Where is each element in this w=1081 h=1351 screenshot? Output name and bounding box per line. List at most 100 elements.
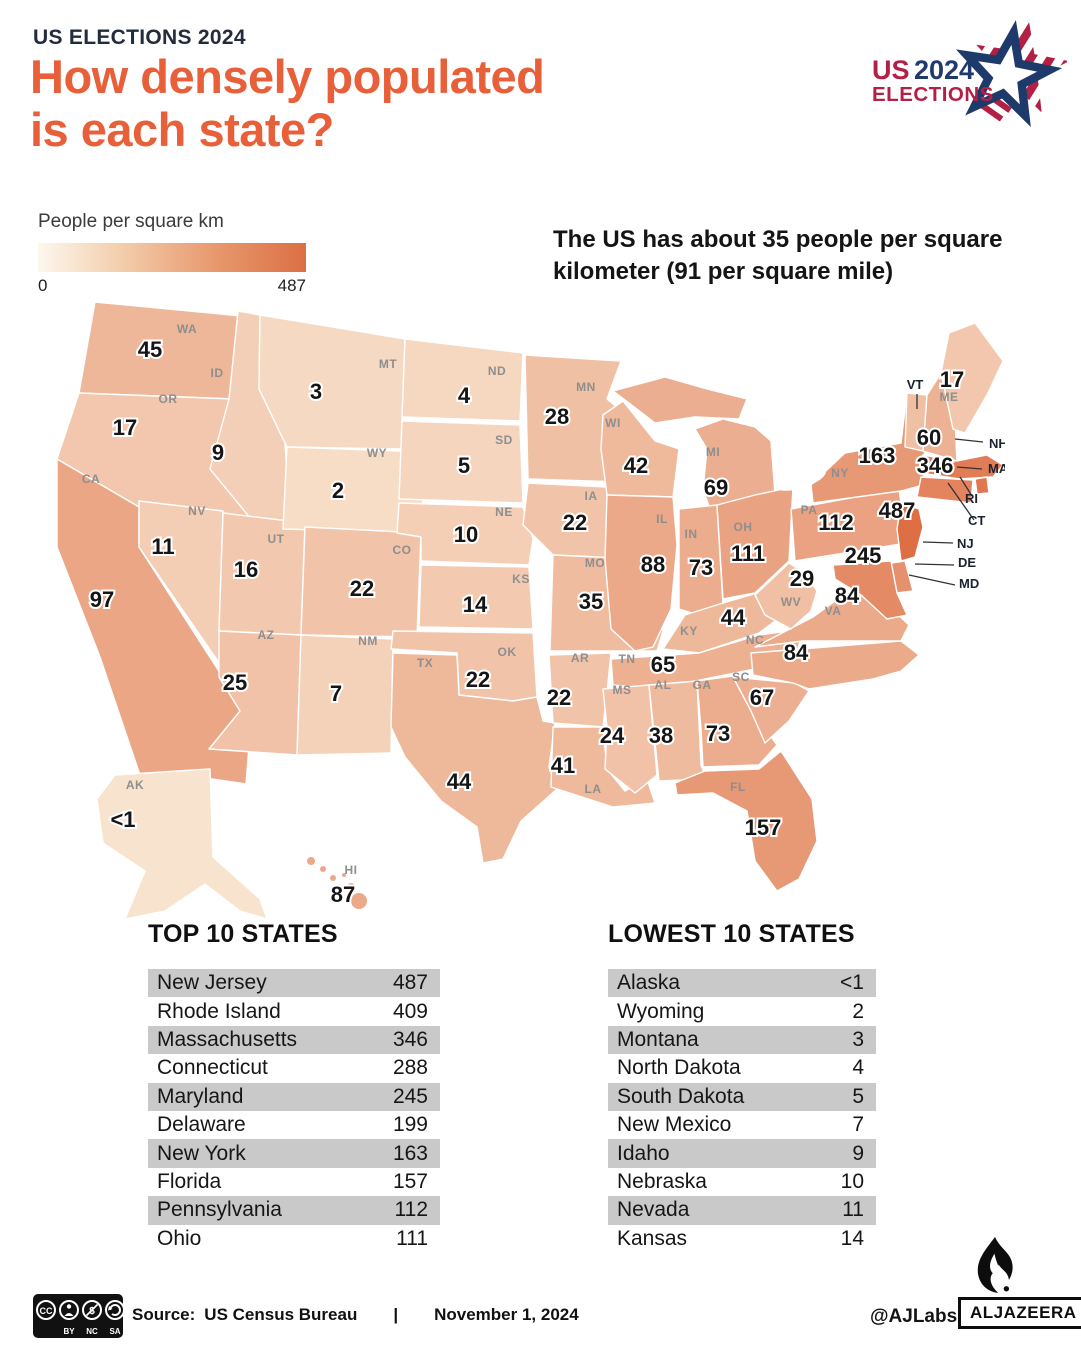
state-density-GA: 73 [706,721,730,746]
source-label: Source: [132,1305,196,1324]
state-density-AZ: 25 [223,670,247,695]
state-abbr-TN: TN [619,652,636,666]
state-CT [916,476,974,504]
state-density-NY: 163 [859,443,896,468]
state-value: 163 [392,1141,428,1165]
state-density-NV: 11 [151,534,174,559]
top-table-rows: New Jersey 487 Rhode Island 409 Massachusett… [148,969,440,1253]
state-value: 3 [852,1027,864,1051]
table-row: North Dakota 4 [608,1054,876,1082]
legend-label: People per square km [38,211,224,232]
legend-min: 0 [38,276,48,295]
state-NJ [896,502,924,562]
state-abbr-UT: UT [268,532,285,546]
state-abbr-FL: FL [730,780,746,794]
state-value: 245 [392,1084,428,1108]
leader-line-NH [954,438,984,443]
state-value: 346 [392,1027,428,1051]
title-line-1: How densely populated [30,50,545,103]
state-density-FL: 157 [745,815,782,840]
state-density-WI: 42 [624,453,648,478]
aljazeera-flame-icon [962,1236,1028,1301]
state-abbr-TX: TX [417,656,433,670]
state-abbr-LA: LA [585,782,602,796]
source-line: Source: US Census Bureau | November 1, 2024 [132,1305,579,1325]
aljazeera-wordmark: ALJAZEERA [958,1297,1081,1329]
state-density-HI: 87 [331,882,355,907]
state-abbr-AZ: AZ [258,628,275,642]
state-density-MT: 3 [310,379,322,404]
state-value: 112 [394,1198,428,1222]
state-density-TN: 65 [651,652,675,677]
state-abbr-NV: NV [188,504,206,518]
table-row: Massachusetts 346 [148,1025,440,1055]
state-name: Alaska [617,971,681,995]
state-density-IA: 22 [563,510,587,535]
legend-max: 487 [277,276,306,295]
logo-elections: ELECTIONS [872,83,994,107]
state-density-MA: 346 [917,453,954,478]
state-density-NE: 10 [454,522,478,547]
cc-sa: SA [109,1327,120,1336]
state-abbr-IN: IN [685,527,698,541]
table-row: Nevada 11 [608,1196,876,1225]
state-density-ND: 4 [458,383,471,408]
state-name: Pennsylvania [157,1198,282,1222]
state-name: Massachusetts [157,1027,298,1051]
page-title: How densely populated is each state? [30,50,545,156]
state-WV [754,562,818,630]
state-density-NH: 60 [917,425,941,450]
state-abbr-RI: RI [965,491,978,506]
state-abbr-KS: KS [512,572,530,586]
state-abbr-WI: WI [605,416,621,430]
state-abbr-OR: OR [159,392,178,406]
state-name: Kansas [617,1226,688,1250]
table-row: Rhode Island 409 [148,997,440,1025]
lake-huron [743,407,769,425]
state-abbr-ND: ND [488,364,506,378]
legend-scale: 0 487 [38,276,306,296]
source-value: US Census Bureau [204,1305,358,1324]
state-abbr-MO: MO [585,556,605,570]
state-abbr-VA: VA [825,604,842,618]
state-name: Montana [617,1027,699,1051]
state-FL [674,750,818,892]
source-separator: | [393,1305,399,1324]
state-density-WA: 45 [138,337,162,362]
state-density-ME: 17 [940,367,964,392]
state-WI [600,400,680,498]
state-name: Maryland [157,1084,244,1108]
state-density-NJ: 487 [879,498,916,523]
table-row: New York 163 [148,1139,440,1168]
state-abbr-NM: NM [358,634,378,648]
state-abbr-DE: DE [958,555,976,570]
state-RI [974,476,990,495]
lake-erie [776,467,826,491]
state-abbr-GA: GA [693,678,712,692]
state-MI [612,376,748,424]
state-abbr-AK: AK [126,778,144,792]
table-row: Nebraska 10 [608,1168,876,1196]
state-density-OK: 22 [466,667,490,692]
state-name: New Jersey [157,971,267,995]
state-density-MD: 245 [845,543,882,568]
state-name: Wyoming [617,999,705,1023]
state-density-NM: 7 [330,681,342,706]
state-ND [401,338,524,422]
table-row: Ohio 111 [148,1225,440,1253]
state-NM [296,634,394,756]
state-abbr-PA: PA [801,503,818,517]
state-density-IL: 88 [641,552,665,577]
state-name: Florida [157,1169,222,1193]
state-abbr-WA: WA [177,322,197,336]
leader-line-NJ [922,541,954,544]
state-name: New York [157,1141,246,1165]
state-value: 111 [396,1226,428,1250]
state-abbr-WY: WY [367,446,387,460]
state-MT [258,314,406,450]
state-abbr-ID: ID [211,366,224,380]
state-SD [398,420,524,504]
state-HI [320,866,326,872]
state-HI [330,875,336,881]
lowest-states-table: LOWEST 10 STATES Alaska <1 Wyoming 2 Montana… [608,920,876,1253]
